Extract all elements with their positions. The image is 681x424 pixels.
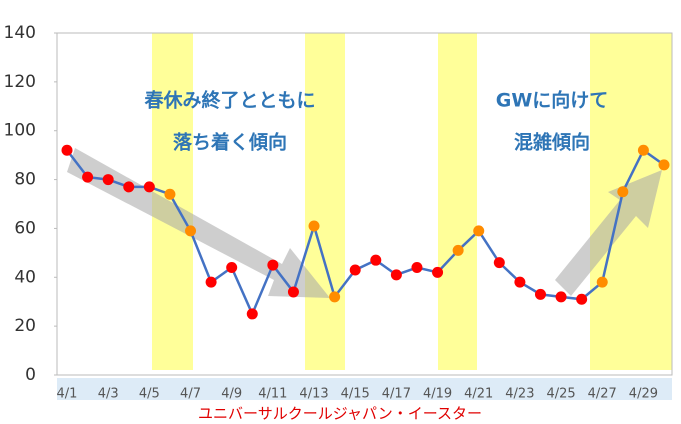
point <box>658 159 670 171</box>
x-axis-title: ユニバーサルクールジャパン・イースター <box>198 405 482 423</box>
point <box>61 144 73 156</box>
x-tick-label: 4/11 <box>258 387 287 402</box>
y-tick-label: 60 <box>14 218 36 238</box>
point <box>637 144 649 156</box>
y-tick-label: 80 <box>14 170 36 190</box>
y-tick-label: 0 <box>25 365 36 385</box>
x-tick-label: 4/7 <box>180 387 201 402</box>
highlight-band <box>438 33 477 370</box>
highlight-band <box>305 33 345 370</box>
annotation: 春休み終了とともに <box>144 89 315 112</box>
y-tick-label: 40 <box>14 267 36 287</box>
point <box>617 186 629 198</box>
point <box>514 276 526 288</box>
x-tick-label: 4/3 <box>98 387 119 402</box>
y-tick-label: 120 <box>4 72 36 92</box>
point <box>205 276 217 288</box>
x-tick-label: 4/9 <box>221 387 242 402</box>
point <box>102 174 114 186</box>
x-tick-label: 4/23 <box>505 387 534 402</box>
x-tick-label: 4/19 <box>423 387 452 402</box>
point <box>452 244 464 256</box>
point <box>246 308 258 320</box>
point <box>123 181 135 193</box>
x-tick-label: 4/25 <box>546 387 575 402</box>
y-tick-label: 20 <box>14 316 36 336</box>
point <box>390 269 402 281</box>
point <box>287 286 299 298</box>
x-tick-label: 4/1 <box>57 387 78 402</box>
point <box>329 291 341 303</box>
point <box>576 293 588 305</box>
y-tick-label: 100 <box>4 121 36 141</box>
x-axis-band <box>57 378 672 400</box>
x-tick-label: 4/21 <box>464 387 493 402</box>
point <box>555 291 567 303</box>
point <box>185 225 197 237</box>
point <box>82 171 94 183</box>
arrow <box>67 148 330 298</box>
point <box>143 181 155 193</box>
x-tick-label: 4/17 <box>382 387 411 402</box>
point <box>411 262 423 274</box>
plot-frame <box>56 32 673 376</box>
annotation: GWに向けて <box>496 89 609 112</box>
point <box>432 266 444 278</box>
annotation: 落ち着く傾向 <box>173 131 287 154</box>
point <box>493 257 505 269</box>
point <box>308 220 320 232</box>
x-tick-label: 4/29 <box>629 387 658 402</box>
point <box>534 288 546 300</box>
point <box>226 262 238 274</box>
point <box>164 188 176 200</box>
point <box>473 225 485 237</box>
arrow <box>555 170 662 296</box>
annotation: 混雑傾向 <box>514 131 590 154</box>
x-tick-label: 4/5 <box>139 387 160 402</box>
y-tick-label: 140 <box>4 23 36 43</box>
point <box>267 259 279 271</box>
point <box>596 276 608 288</box>
point <box>370 254 382 266</box>
x-tick-label: 4/15 <box>341 387 370 402</box>
point <box>349 264 361 276</box>
x-tick-label: 4/13 <box>299 387 328 402</box>
x-tick-label: 4/27 <box>588 387 617 402</box>
